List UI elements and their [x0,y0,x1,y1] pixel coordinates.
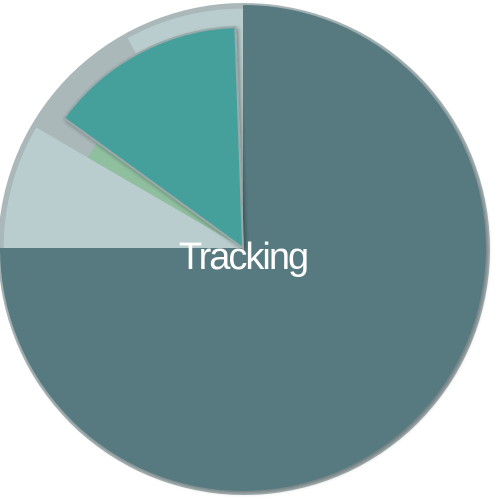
pie-slices [0,3,490,495]
pie-slice-highlight [62,25,245,251]
pie-slice-2 [3,127,243,248]
center-label: Tracking [178,236,309,278]
